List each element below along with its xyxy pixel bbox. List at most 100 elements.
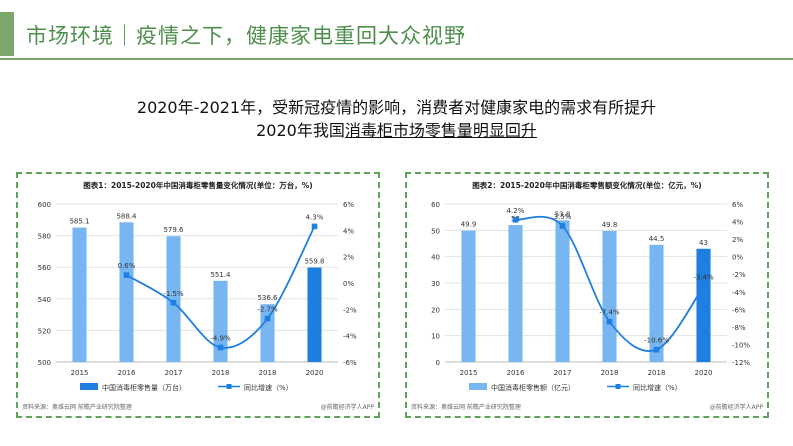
chart-panel-volume: 图表1：2015-2020年中国消毒柜零售量变化情况(单位：万台，%) 500 52… bbox=[16, 172, 380, 418]
growth-value-label: 4.2% bbox=[507, 207, 525, 215]
accent-block bbox=[0, 12, 14, 56]
legend-swatch-bars bbox=[469, 383, 487, 390]
y-tick-label: 560 bbox=[38, 264, 51, 272]
y2-tick-label: -2% bbox=[343, 306, 357, 314]
x-tick-label: 2017 bbox=[554, 369, 572, 377]
y2-tick-label: -4% bbox=[732, 289, 746, 297]
bar bbox=[72, 227, 87, 362]
x-tick-label: 2016 bbox=[118, 369, 136, 377]
growth-point bbox=[512, 217, 519, 223]
legend-label-bars: 中国消毒柜零售量（万台） bbox=[102, 383, 186, 392]
bar bbox=[166, 236, 181, 362]
legend-swatch-marker bbox=[615, 384, 621, 389]
bar bbox=[307, 267, 322, 362]
y2-tick-label: -6% bbox=[343, 359, 357, 367]
x-tick-label: 2018 bbox=[601, 369, 619, 377]
bar-value-label: 43 bbox=[699, 239, 708, 247]
subtitle-line-2-prefix: 2020年我国 bbox=[256, 121, 345, 140]
y-tick-label: 50 bbox=[431, 227, 440, 235]
bar bbox=[461, 230, 476, 362]
subtitle-line-1: 2020年-2021年，受新冠疫情的影响，消费者对健康家电的需求有所提升 bbox=[136, 98, 657, 117]
bar-value-label: 559.8 bbox=[304, 258, 324, 266]
x-tick-label: 2016 bbox=[507, 369, 525, 377]
legend-swatch-marker bbox=[226, 384, 232, 389]
growth-point bbox=[700, 283, 707, 290]
growth-point bbox=[123, 272, 130, 278]
y2-tick-label: 2% bbox=[732, 236, 743, 244]
legend-label-bars: 中国消毒柜零售额（亿元） bbox=[491, 383, 575, 392]
y2-tick-label: -2% bbox=[732, 271, 746, 279]
growth-value-label: 0.6% bbox=[118, 262, 136, 270]
growth-value-label: -7.4% bbox=[599, 309, 620, 317]
header-bar: 市场环境｜疫情之下，健康家电重回大众视野 bbox=[0, 0, 793, 58]
x-tick-label: 2018 bbox=[212, 369, 230, 377]
bar bbox=[649, 244, 664, 362]
legend-label-line: 同比增速（%） bbox=[633, 383, 682, 392]
growth-point bbox=[559, 223, 566, 229]
y2-tick-label: 6% bbox=[343, 201, 354, 209]
chart-title: 图表1：2015-2020年中国消毒柜零售量变化情况(单位：万台，%) bbox=[83, 180, 312, 190]
growth-value-label: 4.3% bbox=[306, 213, 324, 221]
y-tick-label: 600 bbox=[38, 201, 51, 209]
y-tick-label: 30 bbox=[431, 280, 440, 288]
y-tick-label: 580 bbox=[38, 233, 51, 241]
y2-tick-label: -6% bbox=[732, 306, 746, 314]
growth-value-label: -4.9% bbox=[210, 335, 231, 343]
growth-value-label: -2.7% bbox=[257, 306, 278, 314]
growth-point bbox=[264, 315, 271, 322]
x-tick-label: 2020 bbox=[695, 369, 713, 377]
chart-source: 资料来源：奥维云网 前瞻产业研究院整理 bbox=[22, 403, 132, 411]
y-tick-label: 0 bbox=[436, 359, 440, 367]
growth-point bbox=[217, 344, 224, 351]
y-tick-label: 20 bbox=[431, 306, 440, 314]
y-tick-label: 40 bbox=[431, 254, 440, 262]
growth-value-label: -10.6% bbox=[644, 337, 669, 345]
chart-value-svg: 图表2：2015-2020年中国消毒柜零售额变化情况(单位：亿元，%) 0 10 20… bbox=[411, 180, 764, 411]
y2-tick-label: 4% bbox=[732, 219, 743, 227]
x-tick-label: 2020 bbox=[306, 369, 324, 377]
growth-value-label: 3.5% bbox=[554, 213, 572, 221]
y-tick-label: 500 bbox=[38, 359, 51, 367]
page-title: 市场环境｜疫情之下，健康家电重回大众视野 bbox=[26, 24, 466, 48]
x-tick-label: 2015 bbox=[460, 369, 478, 377]
bar-value-label: 53.8 bbox=[555, 210, 571, 218]
y2-tick-label: 4% bbox=[343, 227, 354, 235]
header-divider bbox=[0, 58, 793, 60]
subtitle-line-2-highlight: 消毒柜市场零售量明显回升 bbox=[344, 121, 537, 140]
bar-value-label: 585.1 bbox=[69, 218, 89, 226]
y2-tick-label: -12% bbox=[732, 359, 750, 367]
bar bbox=[555, 220, 570, 362]
y-tick-label: 540 bbox=[38, 296, 51, 304]
x-tick-label: 2015 bbox=[71, 369, 89, 377]
chart-title: 图表2：2015-2020年中国消毒柜零售额变化情况(单位：亿元，%) bbox=[472, 180, 701, 190]
y2-tick-label: -8% bbox=[732, 324, 746, 332]
y2-tick-label: 0% bbox=[732, 254, 743, 262]
bar-value-label: 49.9 bbox=[461, 221, 477, 229]
chart-panel-value: 图表2：2015-2020年中国消毒柜零售额变化情况(单位：亿元，%) 0 10 20… bbox=[405, 172, 769, 418]
y-tick-label: 520 bbox=[38, 327, 51, 335]
growth-point bbox=[170, 299, 177, 306]
x-tick-label: 2017 bbox=[165, 369, 183, 377]
legend-swatch-bars bbox=[80, 383, 98, 390]
bar bbox=[696, 248, 711, 362]
bar-value-label: 536.6 bbox=[257, 294, 278, 302]
growth-value-label: -3.4% bbox=[693, 274, 714, 282]
chart-credit: @前瞻经济学人APP bbox=[321, 403, 375, 411]
bar-value-label: 579.6 bbox=[163, 226, 184, 234]
growth-point bbox=[311, 223, 318, 230]
growth-point bbox=[653, 346, 660, 353]
bar bbox=[213, 280, 228, 362]
y2-tick-label: -10% bbox=[732, 341, 750, 349]
y2-tick-label: 6% bbox=[732, 201, 743, 209]
bar-value-label: 49.8 bbox=[602, 221, 618, 229]
y-tick-label: 10 bbox=[431, 333, 440, 341]
bar bbox=[119, 222, 134, 362]
chart-credit: @前瞻经济学人APP bbox=[710, 403, 764, 411]
subtitle-line-2: 2020年我国消毒柜市场零售量明显回升 bbox=[0, 117, 793, 141]
growth-point bbox=[606, 318, 613, 325]
x-tick-label: 2018 bbox=[648, 369, 666, 377]
y2-tick-label: -4% bbox=[343, 333, 357, 341]
chart-source: 资料来源：奥维云网 前瞻产业研究院整理 bbox=[411, 403, 521, 411]
legend-label-line: 同比增速（%） bbox=[244, 383, 293, 392]
growth-value-label: -1.5% bbox=[163, 290, 184, 298]
